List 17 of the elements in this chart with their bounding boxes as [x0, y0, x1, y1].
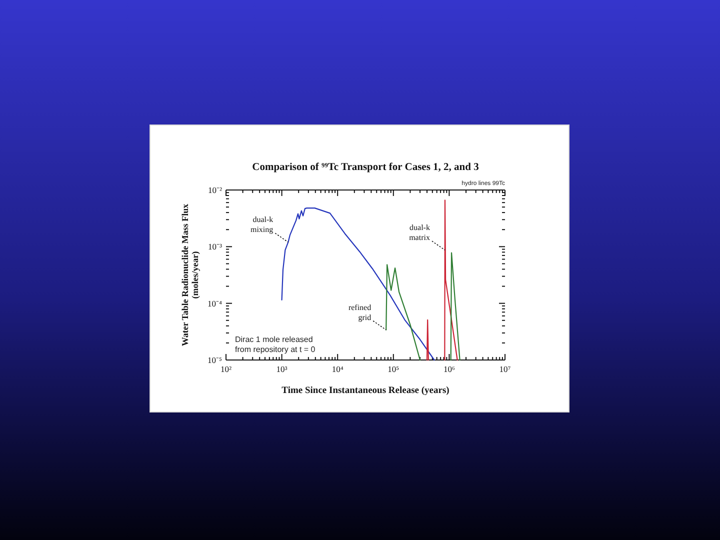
annotation: refined grid: [348, 302, 372, 322]
y-tick-label: 10⁻⁴: [208, 298, 222, 308]
y-tick-label: 10⁻⁵: [208, 354, 222, 365]
y-axis-title: Water Table Radionuclide Mass Flux (moles/year): [180, 203, 200, 346]
x-axis-title: Time Since Instantaneous Release (years): [282, 386, 450, 396]
chart-title: Comparison of ⁹⁹Tc Transport for Cases 1, 2, and 3: [252, 162, 479, 173]
annotation: dual-k matrix: [409, 223, 430, 242]
annotation: Dirac 1 mole released from repository at t = 0: [235, 335, 316, 354]
x-tick-label: 10⁷: [499, 364, 511, 374]
y-tick-label: 10⁻²: [208, 184, 222, 195]
x-tick-label: 10²: [220, 364, 232, 374]
x-tick-label: 10⁶: [443, 364, 455, 374]
x-tick-label: 10⁴: [332, 364, 344, 374]
x-tick-label: 10⁵: [388, 364, 400, 374]
annotation: dual-k mixing: [250, 215, 274, 234]
y-tick-label: 10⁻³: [208, 242, 222, 252]
x-tick-label: 10³: [276, 364, 288, 374]
